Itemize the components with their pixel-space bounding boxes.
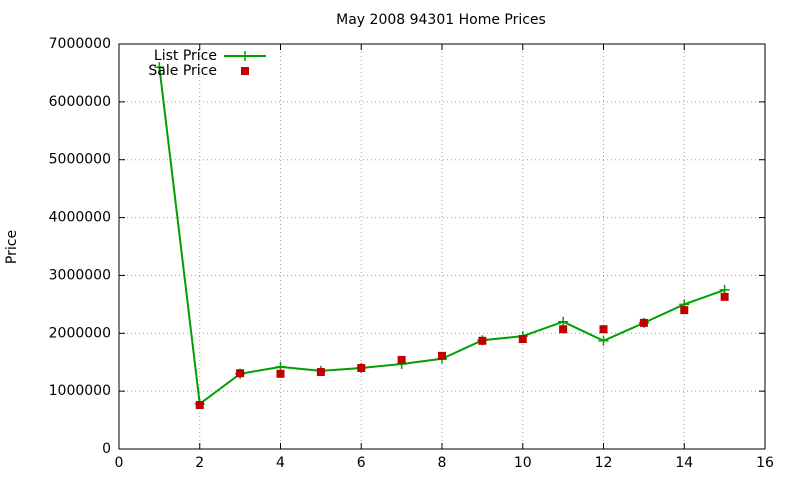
y-tick-label: 7000000 — [49, 36, 111, 52]
point-marker — [316, 368, 325, 377]
point-marker — [639, 318, 648, 327]
x-tick-label: 14 — [675, 455, 693, 471]
point-marker — [518, 335, 527, 344]
chart-title: May 2008 94301 Home Prices — [336, 12, 546, 28]
legend-swatch — [240, 51, 250, 61]
y-tick-label: 1000000 — [49, 383, 111, 399]
x-tick-label: 10 — [514, 455, 532, 471]
point-marker — [357, 364, 366, 372]
point-marker — [558, 316, 569, 327]
y-tick-label: 0 — [102, 441, 111, 457]
point-marker — [720, 292, 729, 301]
point-marker — [276, 369, 285, 378]
x-tick-label: 0 — [115, 455, 124, 471]
point-marker — [438, 351, 446, 360]
legend-label: Sale Price — [148, 63, 217, 79]
point-marker — [236, 369, 245, 378]
plot-border — [118, 43, 766, 450]
y-tick-label: 5000000 — [49, 152, 111, 168]
point-marker — [559, 325, 568, 334]
x-tick-label: 16 — [756, 455, 774, 471]
y-tick-label: 3000000 — [49, 267, 111, 283]
x-tick-label: 8 — [438, 455, 447, 471]
point-marker — [599, 325, 608, 334]
point-marker — [478, 336, 487, 345]
legend-label: List Price — [154, 48, 217, 64]
point-marker — [680, 306, 689, 315]
y-axis-label: Price — [4, 230, 20, 264]
y-tick-label: 4000000 — [49, 210, 111, 226]
point-marker — [397, 355, 406, 364]
x-tick-label: 4 — [276, 455, 285, 471]
legend-swatch — [241, 67, 249, 75]
point-marker — [598, 335, 609, 346]
x-tick-label: 6 — [357, 455, 366, 471]
x-tick-label: 2 — [195, 455, 204, 471]
y-tick-label: 6000000 — [49, 94, 111, 110]
point-marker — [195, 401, 204, 410]
point-marker — [154, 62, 165, 73]
x-tick-label: 12 — [595, 455, 613, 471]
y-tick-label: 2000000 — [49, 325, 111, 341]
